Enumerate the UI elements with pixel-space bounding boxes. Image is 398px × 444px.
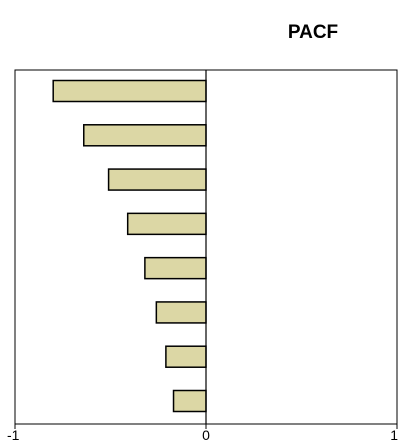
- bar-lag-5: [144, 256, 207, 280]
- bar-lag-2: [83, 124, 207, 147]
- bar-lag-7: [165, 345, 207, 368]
- x-tick-label: -1: [7, 427, 20, 443]
- bar-lag-3: [107, 168, 207, 191]
- chart-title: PACF: [288, 22, 338, 43]
- bar-lag-8: [172, 389, 207, 413]
- x-tick-label: 1: [390, 427, 398, 443]
- bar-lag-6: [155, 301, 207, 324]
- x-tick-label: 0: [202, 427, 210, 443]
- x-axis-ticks: -1 0 1: [7, 424, 398, 443]
- bar-lag-1: [52, 79, 207, 103]
- bar-lag-4: [126, 212, 207, 236]
